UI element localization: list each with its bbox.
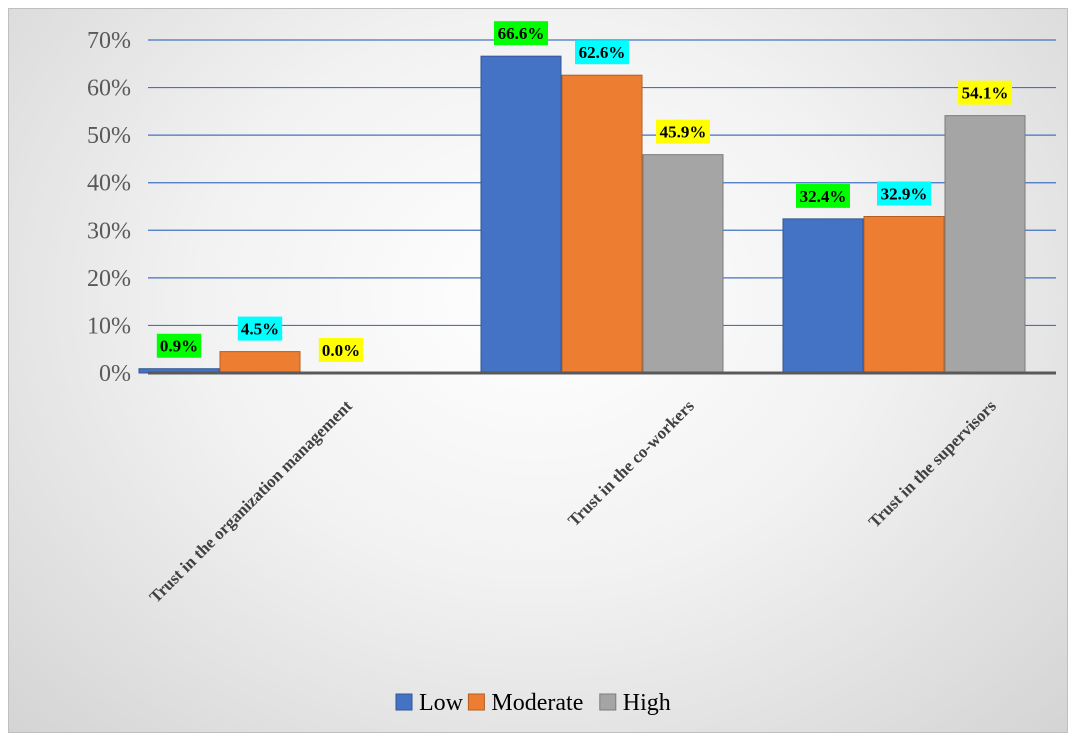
y-tick-label: 40% — [87, 171, 131, 197]
bar — [642, 154, 724, 374]
data-label: 54.1% — [962, 84, 1009, 103]
data-label-bg — [958, 80, 1012, 105]
y-tick-label: 20% — [87, 266, 131, 292]
data-label: 32.9% — [881, 184, 928, 203]
data-label: 0.9% — [160, 337, 198, 356]
data-label-bg — [237, 316, 283, 341]
data-label-bg — [877, 181, 931, 206]
bar — [944, 115, 1026, 374]
data-label-bg — [494, 21, 548, 46]
data-label: 32.4% — [800, 187, 847, 206]
legend-swatch — [467, 693, 485, 711]
y-tick-label: 70% — [87, 28, 131, 54]
data-label-bg — [796, 183, 850, 208]
data-label-bg — [656, 119, 710, 144]
data-label: 45.9% — [660, 123, 707, 142]
legend-swatch — [599, 693, 617, 711]
data-label: 62.6% — [579, 43, 626, 62]
bar — [219, 351, 301, 374]
bar — [480, 55, 562, 374]
legend-label: Low — [419, 690, 464, 716]
y-tick-label: 30% — [87, 218, 131, 244]
category-label: Trust in the organization management — [146, 396, 356, 606]
category-label: Trust in the co-workers — [564, 396, 698, 530]
y-tick-label: 50% — [87, 123, 131, 149]
y-tick-label: 60% — [87, 76, 131, 102]
data-label-bg — [156, 333, 202, 358]
legend-swatch — [395, 693, 413, 711]
bar — [782, 218, 864, 374]
data-label-bg — [575, 40, 629, 65]
legend-label: Moderate — [491, 690, 583, 716]
category-label: Trust in the supervisors — [865, 396, 1000, 531]
data-label: 4.5% — [241, 320, 279, 339]
data-label: 0.0% — [322, 341, 360, 360]
legend-label: High — [623, 690, 671, 716]
data-label: 66.6% — [498, 24, 545, 43]
data-label-bg — [318, 338, 364, 362]
bar — [863, 215, 945, 374]
y-tick-label: 10% — [87, 313, 131, 339]
bar — [561, 74, 643, 374]
y-tick-label: 0% — [99, 361, 131, 387]
